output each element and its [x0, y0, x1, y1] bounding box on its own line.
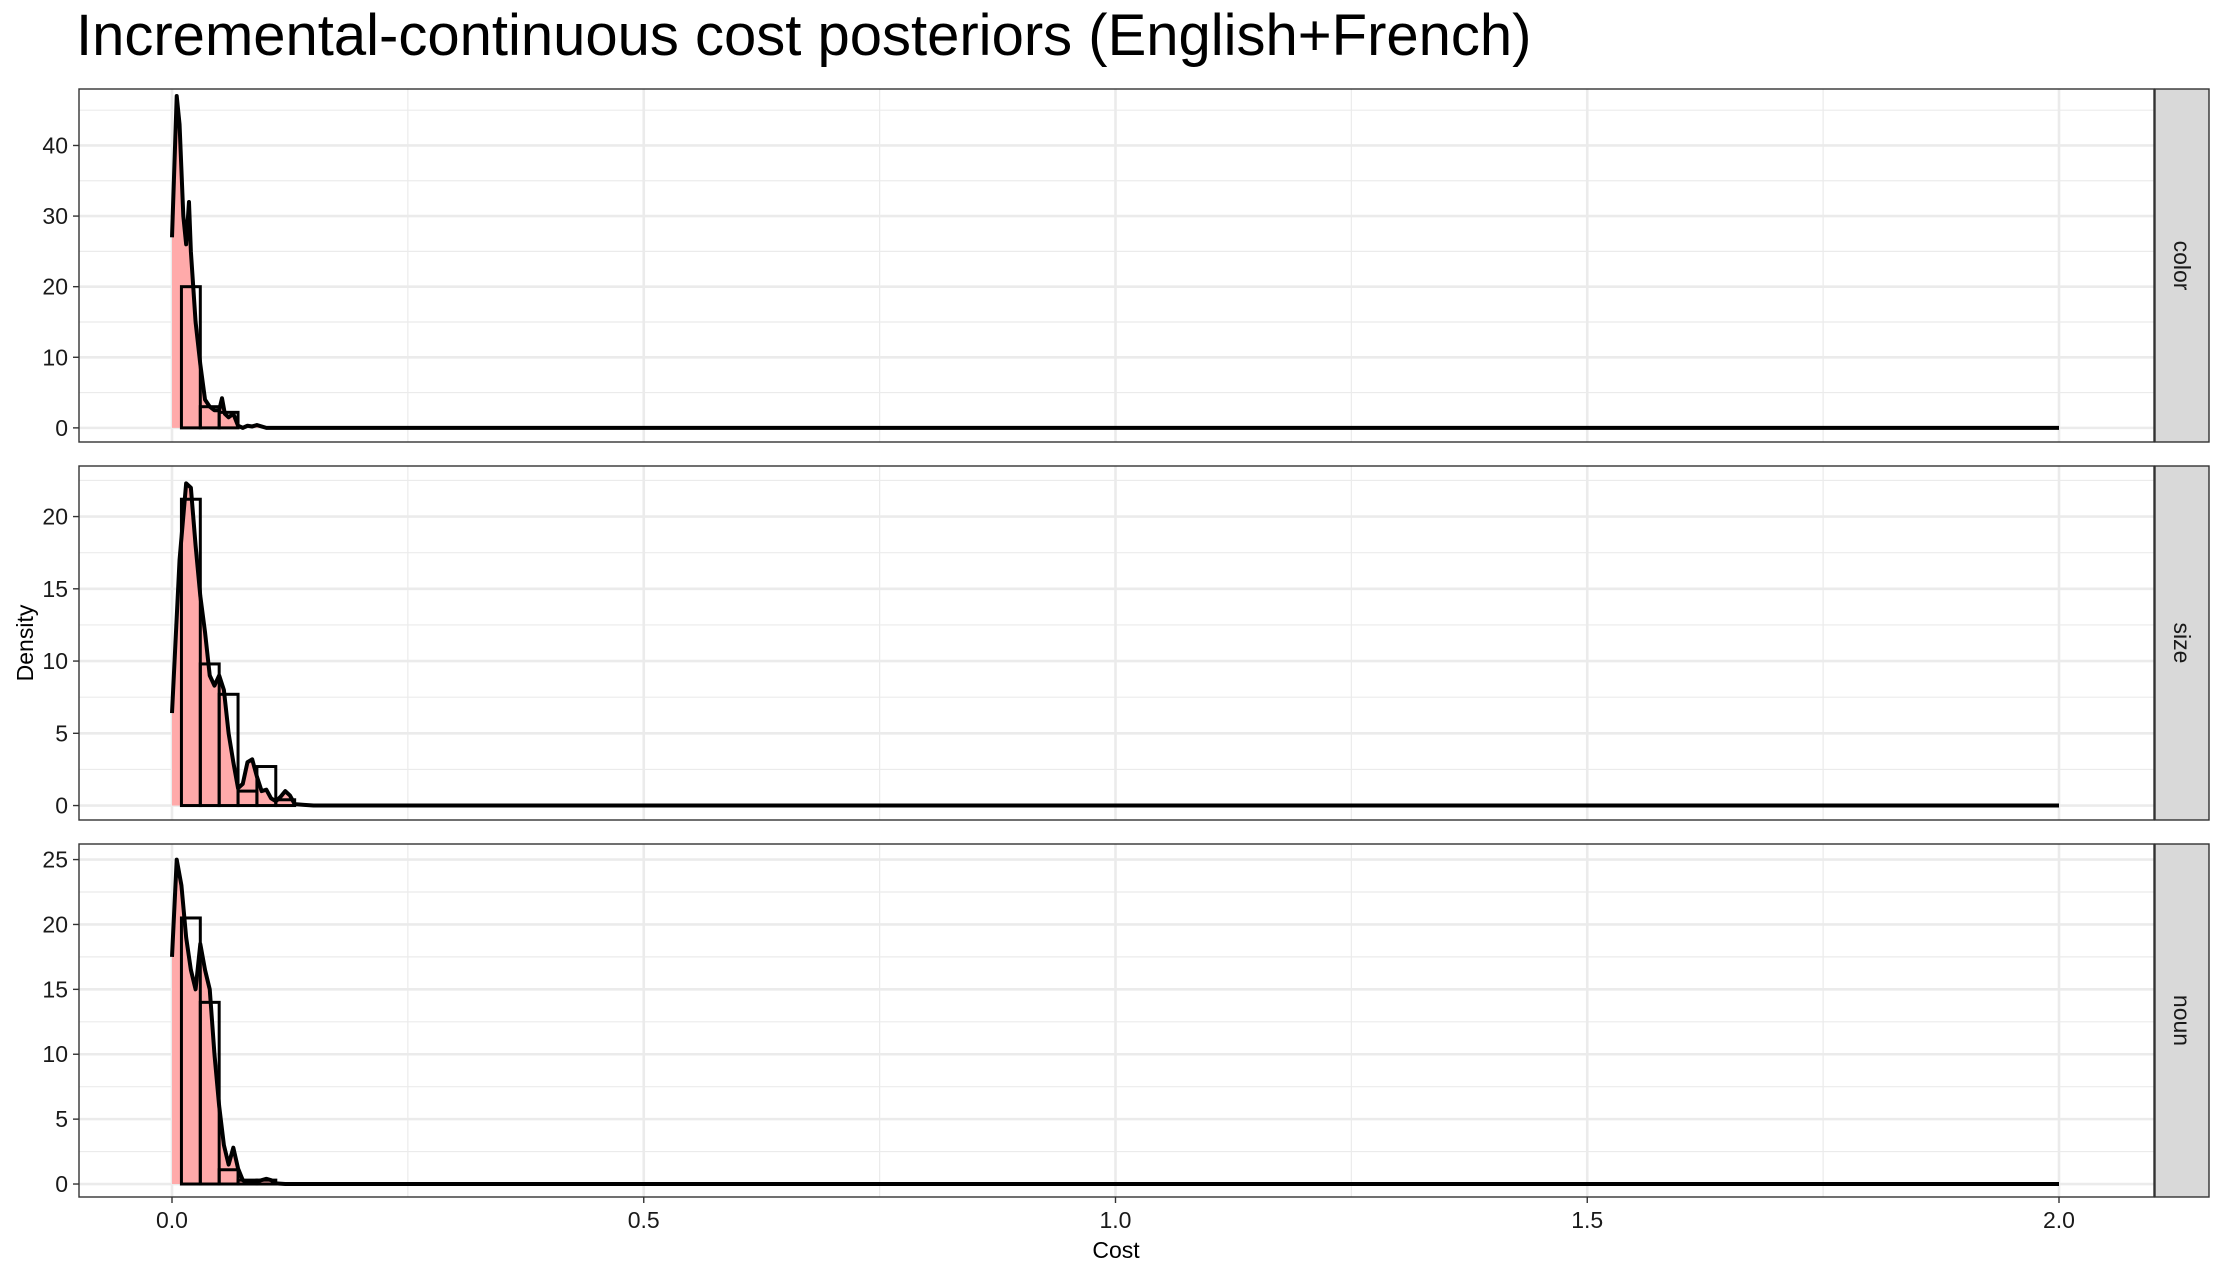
histogram-bar: [217, 692, 240, 808]
panel-size: 0 5 10 15 20 size: [42, 465, 2210, 821]
y-tick-label: 0: [55, 793, 68, 819]
y-tick-label: 10: [42, 648, 68, 674]
panels-layer: 0 10 20 30 40 color 0 5 10 15 20 size 0 5 10 15 20 25 noun…: [42, 88, 2210, 1233]
facet-strip: [2154, 843, 2210, 1198]
chart-title: Incremental-continuous cost posteriors (…: [76, 3, 1532, 68]
density-line: [170, 481, 2059, 808]
panel-color: 0 10 20 30 40 color: [42, 88, 2210, 443]
y-tick-label: 15: [42, 976, 68, 1002]
panel-border: [78, 465, 2155, 821]
y-tick-label: 10: [42, 344, 68, 370]
facet-strip: [2154, 88, 2210, 443]
facet-strip-label: size: [2169, 623, 2195, 664]
y-axis-title: Density: [12, 604, 38, 681]
y-tick-label: 15: [42, 576, 68, 602]
panel-border: [78, 88, 2155, 443]
x-tick-label: 0.5: [628, 1207, 660, 1233]
facet-strip-label: color: [2169, 241, 2195, 291]
x-tick-label: 1.0: [1100, 1207, 1132, 1233]
histogram-bar: [217, 1168, 240, 1186]
y-tick-label: 0: [55, 1171, 68, 1197]
facet-strip-label: noun: [2169, 995, 2195, 1046]
facet-strip: [2154, 465, 2210, 821]
y-tick-label: 40: [42, 132, 68, 158]
y-tick-label: 30: [42, 203, 68, 229]
y-tick-label: 10: [42, 1041, 68, 1067]
x-tick-label: 1.5: [1571, 1207, 1603, 1233]
y-tick-label: 20: [42, 911, 68, 937]
histogram-bar: [255, 765, 278, 808]
y-tick-label: 5: [55, 720, 68, 746]
y-tick-label: 25: [42, 847, 68, 873]
x-tick-label: 2.0: [2043, 1207, 2075, 1233]
y-tick-label: 20: [42, 274, 68, 300]
density-line: [170, 857, 2059, 1187]
panel-noun: 0 5 10 15 20 25 noun: [42, 843, 2210, 1198]
y-tick-label: 20: [42, 504, 68, 530]
panel-border: [78, 843, 2155, 1198]
histogram-bar: [217, 410, 240, 430]
density-line: [170, 94, 2059, 430]
y-tick-label: 0: [55, 415, 68, 441]
x-axis-title: Cost: [1092, 1237, 1140, 1263]
x-tick-label: 0.0: [156, 1207, 188, 1233]
y-tick-label: 5: [55, 1106, 68, 1132]
